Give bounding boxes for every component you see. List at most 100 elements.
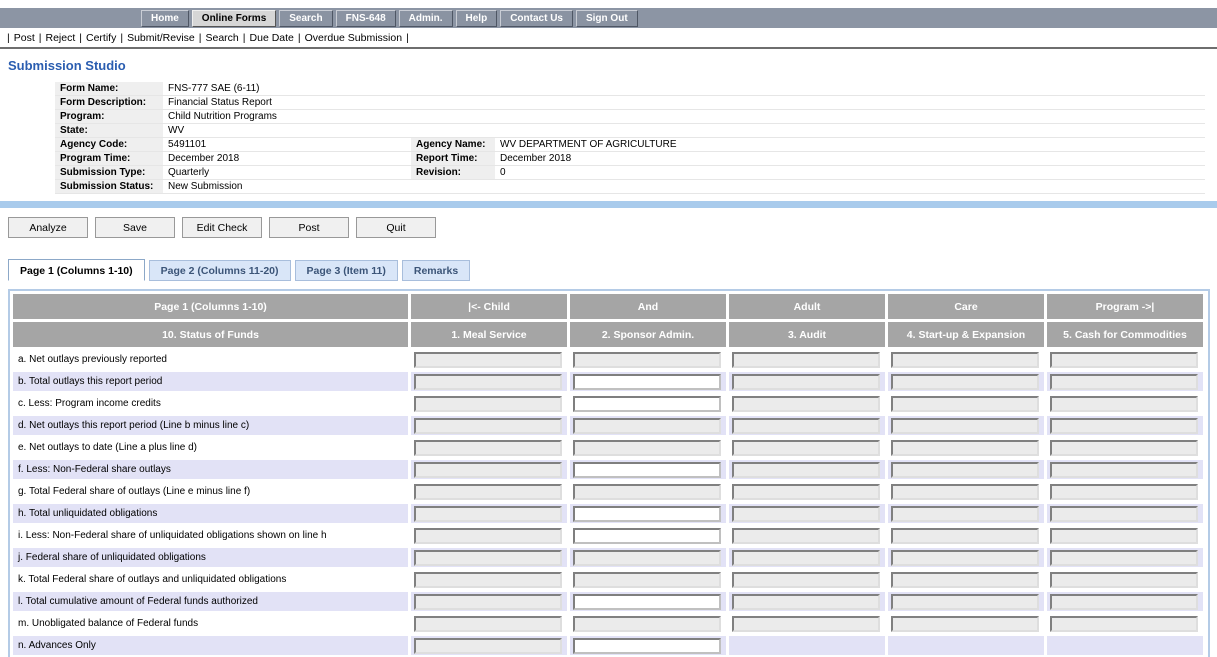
form-info-label: Agency Code: bbox=[55, 137, 163, 152]
form-info-value: WV bbox=[163, 123, 1205, 138]
nav-button-search[interactable]: Search bbox=[279, 9, 333, 27]
tab-remarks[interactable]: Remarks bbox=[401, 260, 471, 281]
grid-row-label: g. Total Federal share of outlays (Line … bbox=[18, 486, 251, 497]
top-whitespace bbox=[0, 0, 1217, 8]
grid-input-h2[interactable] bbox=[573, 505, 721, 522]
nav-button-contact-us[interactable]: Contact Us bbox=[500, 9, 573, 27]
tab-page-2-columns-11-20[interactable]: Page 2 (Columns 11-20) bbox=[148, 260, 291, 281]
grid-input-h5 bbox=[1050, 505, 1198, 522]
grid-header-group-cell: Adult bbox=[729, 294, 885, 319]
grid-row: g. Total Federal share of outlays (Line … bbox=[13, 482, 1203, 501]
grid-input-e1 bbox=[414, 439, 562, 456]
grid-input-e2 bbox=[573, 439, 721, 456]
grid-row: a. Net outlays previously reported bbox=[13, 350, 1203, 369]
grid-row: j. Federal share of unliquidated obligat… bbox=[13, 548, 1203, 567]
grid-input-d3 bbox=[732, 417, 880, 434]
grid-input-g2 bbox=[573, 483, 721, 500]
menu-item-search[interactable]: Search bbox=[205, 32, 239, 44]
grid-input-f4 bbox=[891, 461, 1039, 478]
grid-header-group-cell: Care bbox=[888, 294, 1044, 319]
grid-cell bbox=[888, 592, 1044, 611]
tab-page-1-columns-1-10[interactable]: Page 1 (Columns 1-10) bbox=[8, 259, 145, 281]
grid-cell bbox=[570, 548, 726, 567]
quit-button[interactable]: Quit bbox=[356, 217, 436, 238]
grid-input-h3 bbox=[732, 505, 880, 522]
grid-input-c1 bbox=[414, 395, 562, 412]
grid-header-group-cell: And bbox=[570, 294, 726, 319]
grid-row-label: b. Total outlays this report period bbox=[13, 372, 408, 391]
grid-cell bbox=[888, 636, 1044, 655]
nav-button-online-forms[interactable]: Online Forms bbox=[191, 9, 277, 27]
menu-separator: | bbox=[7, 32, 10, 44]
menu-item-submit-revise[interactable]: Submit/Revise bbox=[127, 32, 195, 44]
grid-header-group-cell: Program ->| bbox=[1047, 294, 1203, 319]
menu-item-overdue-submission[interactable]: Overdue Submission bbox=[304, 32, 403, 44]
grid-cell bbox=[570, 460, 726, 479]
grid-cell bbox=[888, 548, 1044, 567]
grid-input-l2[interactable] bbox=[573, 593, 721, 610]
menu-item-certify[interactable]: Certify bbox=[85, 32, 117, 44]
grid-input-b3 bbox=[732, 373, 880, 390]
grid-input-i2[interactable] bbox=[573, 527, 721, 544]
grid-row: m. Unobligated balance of Federal funds bbox=[13, 614, 1203, 633]
grid-input-g5 bbox=[1050, 483, 1198, 500]
post-button[interactable]: Post bbox=[269, 217, 349, 238]
grid-input-i4 bbox=[891, 527, 1039, 544]
save-button[interactable]: Save bbox=[95, 217, 175, 238]
grid-input-g3 bbox=[732, 483, 880, 500]
grid-input-c2[interactable] bbox=[573, 395, 721, 412]
grid-cell bbox=[888, 438, 1044, 457]
nav-button-admin[interactable]: Admin. bbox=[398, 9, 453, 27]
grid-cell bbox=[888, 504, 1044, 523]
grid-input-b4 bbox=[891, 373, 1039, 390]
grid-input-m2 bbox=[573, 615, 721, 632]
form-info-value: 5491101 bbox=[163, 137, 411, 152]
nav-button-help[interactable]: Help bbox=[455, 9, 498, 27]
grid-input-n2[interactable] bbox=[573, 637, 721, 654]
edit-check-button[interactable]: Edit Check bbox=[182, 217, 262, 238]
grid-cell bbox=[570, 482, 726, 501]
analyze-button[interactable]: Analyze bbox=[8, 217, 88, 238]
tab-page-3-item-11[interactable]: Page 3 (Item 11) bbox=[294, 260, 398, 281]
grid-cell bbox=[729, 350, 885, 369]
grid-input-b2[interactable] bbox=[573, 373, 721, 390]
grid-input-k5 bbox=[1050, 571, 1198, 588]
grid-cell bbox=[570, 350, 726, 369]
grid-row: h. Total unliquidated obligations bbox=[13, 504, 1203, 523]
form-info-value: Child Nutrition Programs bbox=[163, 109, 1205, 124]
grid-cell bbox=[729, 460, 885, 479]
action-menu-bar: | Post | Reject | Certify | Submit/Revise | Searc… bbox=[0, 28, 1217, 49]
grid-cell bbox=[888, 570, 1044, 589]
grid-cell bbox=[1047, 394, 1203, 413]
grid-cell bbox=[888, 416, 1044, 435]
menu-item-post[interactable]: Post bbox=[13, 32, 35, 44]
grid-input-f2[interactable] bbox=[573, 461, 721, 478]
nav-button-sign-out[interactable]: Sign Out bbox=[575, 9, 638, 27]
grid-row: k. Total Federal share of outlays and un… bbox=[13, 570, 1203, 589]
menu-separator: | bbox=[79, 32, 82, 44]
grid-header-group-cell: Page 1 (Columns 1-10) bbox=[13, 294, 408, 319]
nav-button-fns-648[interactable]: FNS-648 bbox=[335, 9, 396, 27]
grid-row-label: h. Total unliquidated obligations bbox=[13, 504, 408, 523]
grid-cell bbox=[1047, 416, 1203, 435]
form-info-label: Revision: bbox=[411, 165, 495, 180]
grid-cell bbox=[411, 504, 567, 523]
grid-input-f1 bbox=[414, 461, 562, 478]
top-nav-buttons: Home Online Forms Search FNS-648 Admin. Help C… bbox=[141, 9, 641, 27]
grid-input-e3 bbox=[732, 439, 880, 456]
grid-row-label: i. Less: Non-Federal share of unliquidat… bbox=[18, 530, 327, 541]
grid-input-n1 bbox=[414, 637, 562, 654]
menu-separator: | bbox=[242, 32, 246, 44]
nav-button-home[interactable]: Home bbox=[141, 9, 189, 27]
grid-input-i1 bbox=[414, 527, 562, 544]
grid-cell bbox=[729, 372, 885, 391]
grid-input-j1 bbox=[414, 549, 562, 566]
grid-row-label: a. Net outlays previously reported bbox=[18, 354, 167, 365]
grid-cell bbox=[1047, 482, 1203, 501]
form-info-row: Agency Code: 5491101 Agency Name: WV DEPART… bbox=[55, 137, 1205, 152]
menu-item-due-date[interactable]: Due Date bbox=[249, 32, 294, 44]
form-info-row: Form Name: FNS-777 SAE (6-11) bbox=[55, 82, 1205, 96]
grid-cell bbox=[729, 570, 885, 589]
menu-item-reject[interactable]: Reject bbox=[45, 32, 76, 44]
grid-cell bbox=[1047, 372, 1203, 391]
